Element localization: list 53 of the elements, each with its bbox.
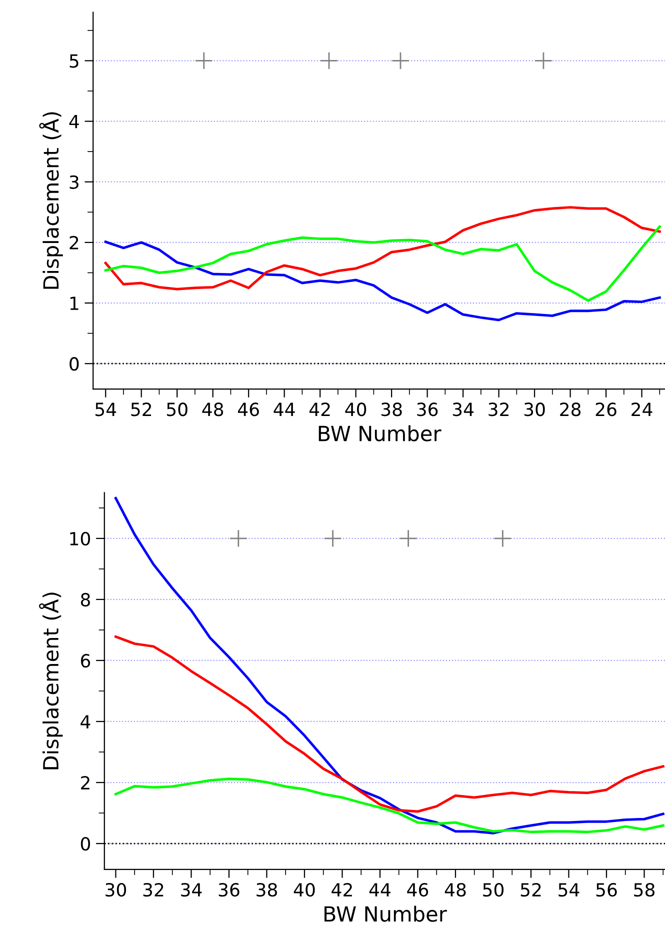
y-axis-title: Displacement (Å)	[39, 112, 63, 289]
x-tick-label: 58	[634, 882, 654, 897]
y-tick-label: 0	[80, 836, 90, 851]
x-tick-label: 40	[345, 402, 366, 416]
x-tick-label: 36	[417, 402, 438, 416]
x-tick-label: 42	[309, 402, 330, 416]
x-tick-label: 38	[256, 882, 277, 897]
x-tick-label: 40	[294, 882, 315, 897]
x-tick-label: 34	[181, 882, 202, 897]
y-tick-label: 2	[70, 236, 78, 250]
y-tick-label: 5	[70, 54, 78, 68]
y-tick-label: 8	[80, 592, 90, 607]
y-tick-label: 2	[81, 776, 90, 790]
x-tick-label: 52	[520, 882, 541, 897]
x-tick-label: 32	[488, 402, 508, 416]
x-tick-label: 50	[167, 402, 188, 416]
x-tick-label: 30	[524, 402, 545, 416]
line-series	[114, 496, 664, 834]
line-series	[104, 206, 661, 290]
x-tick-label: 42	[332, 882, 352, 896]
x-tick-label: 54	[558, 883, 580, 897]
x-tick-label: 48	[202, 402, 224, 416]
x-tick-label: 32	[143, 882, 164, 897]
x-tick-label: 26	[596, 402, 616, 416]
x-tick-label: 38	[381, 402, 402, 416]
x-tick-label: 52	[131, 402, 152, 416]
x-axis-title: BW Number	[318, 425, 442, 442]
line-series	[104, 240, 661, 322]
line-series	[114, 778, 664, 834]
y-tick-label: 6	[80, 654, 90, 668]
y-tick-label: 3	[70, 175, 78, 189]
x-tick-label: 50	[483, 882, 504, 897]
x-tick-label: 56	[596, 882, 617, 897]
y-tick-label: 0	[70, 357, 79, 371]
x-tick-label: 44	[369, 883, 390, 896]
x-tick-label: 30	[106, 882, 126, 897]
x-tick-label: 24	[632, 402, 652, 416]
y-axis-title: Displacement (Å)	[39, 592, 63, 770]
x-tick-label: 44	[274, 402, 295, 416]
line-series	[114, 635, 664, 813]
y-tick-label: 1	[70, 296, 78, 310]
x-tick-label: 36	[218, 882, 240, 897]
x-axis-title: BW Number	[324, 906, 447, 922]
line-series	[104, 225, 661, 302]
y-tick-label: 10	[70, 532, 90, 546]
x-tick-label: 54	[96, 402, 116, 416]
x-tick-label: 34	[452, 402, 474, 416]
y-tick-label: 4	[80, 715, 90, 728]
x-tick-label: 48	[444, 882, 466, 897]
x-tick-label: 46	[407, 882, 428, 897]
y-tick-label: 4	[69, 114, 79, 128]
x-tick-label: 46	[238, 402, 259, 416]
x-tick-label: 28	[560, 402, 581, 416]
